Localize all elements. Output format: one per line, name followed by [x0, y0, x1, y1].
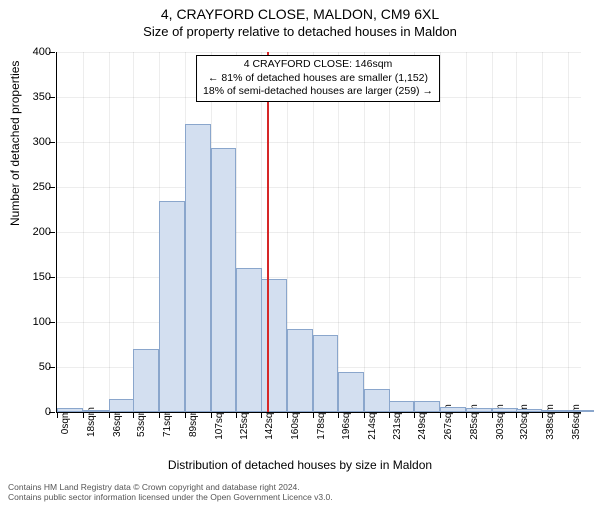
xtick — [287, 412, 288, 418]
gridline-h — [57, 187, 581, 188]
page-subtitle: Size of property relative to detached ho… — [0, 24, 600, 39]
histogram-bar — [159, 201, 185, 413]
xtick-label: 0sqm — [60, 410, 71, 434]
reference-line — [267, 52, 269, 412]
gridline-h — [57, 232, 581, 233]
histogram-bar — [364, 389, 390, 412]
histogram-bar — [568, 410, 594, 412]
chart-container: 4, CRAYFORD CLOSE, MALDON, CM9 6XL Size … — [0, 6, 600, 506]
annotation-line-1: 4 CRAYFORD CLOSE: 146sqm — [203, 58, 433, 72]
footer-line-1: Contains HM Land Registry data © Crown c… — [8, 482, 333, 492]
xtick — [516, 412, 517, 418]
histogram-bar — [133, 349, 159, 412]
footer-attribution: Contains HM Land Registry data © Crown c… — [8, 482, 333, 502]
histogram-bar — [466, 408, 492, 412]
gridline-h — [57, 322, 581, 323]
histogram-bar — [109, 399, 135, 412]
gridline-v — [389, 52, 390, 412]
histogram-bar — [261, 279, 287, 412]
histogram-bar — [313, 335, 339, 412]
xtick — [440, 412, 441, 418]
histogram-bar — [389, 401, 415, 412]
gridline-h — [57, 142, 581, 143]
ytick-label: 150 — [11, 271, 51, 283]
histogram-bar — [57, 408, 83, 413]
annotation-line-3: 18% of semi-detached houses are larger (… — [203, 85, 433, 99]
gridline-v — [338, 52, 339, 412]
gridline-v — [466, 52, 467, 412]
xtick — [185, 412, 186, 418]
annotation-box: 4 CRAYFORD CLOSE: 146sqm ← 81% of detach… — [196, 55, 440, 102]
histogram-bar — [236, 268, 262, 412]
histogram-bar — [542, 410, 568, 412]
xtick — [83, 412, 84, 418]
gridline-v — [364, 52, 365, 412]
ytick-label: 400 — [11, 46, 51, 58]
xtick — [466, 412, 467, 418]
xtick — [542, 412, 543, 418]
gridline-v — [568, 52, 569, 412]
histogram-bar — [414, 401, 440, 412]
histogram-bar — [516, 409, 542, 412]
page-title: 4, CRAYFORD CLOSE, MALDON, CM9 6XL — [0, 6, 600, 22]
x-axis-label: Distribution of detached houses by size … — [0, 458, 600, 472]
histogram-bar — [492, 408, 518, 412]
gridline-v — [83, 52, 84, 412]
xtick — [414, 412, 415, 418]
gridline-v — [414, 52, 415, 412]
xtick — [133, 412, 134, 418]
xtick — [568, 412, 569, 418]
gridline-h — [57, 52, 581, 53]
histogram-bar — [211, 148, 237, 412]
xtick — [492, 412, 493, 418]
histogram-bar — [440, 407, 466, 412]
ytick-label: 50 — [11, 361, 51, 373]
ytick-label: 100 — [11, 316, 51, 328]
gridline-v — [109, 52, 110, 412]
chart-area: 0501001502002503003504000sqm18sqm36sqm53… — [56, 52, 580, 412]
gridline-v — [542, 52, 543, 412]
ytick-label: 300 — [11, 136, 51, 148]
footer-line-2: Contains public sector information licen… — [8, 492, 333, 502]
xtick — [389, 412, 390, 418]
xtick — [236, 412, 237, 418]
xtick — [211, 412, 212, 418]
ytick-label: 0 — [11, 406, 51, 418]
xtick — [313, 412, 314, 418]
histogram-bar — [83, 410, 109, 412]
xtick — [364, 412, 365, 418]
ytick-label: 200 — [11, 226, 51, 238]
plot-region: 0501001502002503003504000sqm18sqm36sqm53… — [56, 52, 581, 413]
histogram-bar — [338, 372, 364, 412]
gridline-v — [516, 52, 517, 412]
xtick — [338, 412, 339, 418]
ytick-label: 250 — [11, 181, 51, 193]
gridline-v — [492, 52, 493, 412]
xtick — [261, 412, 262, 418]
xtick — [57, 412, 58, 418]
histogram-bar — [185, 124, 211, 412]
xtick — [109, 412, 110, 418]
gridline-v — [440, 52, 441, 412]
xtick — [159, 412, 160, 418]
ytick-label: 350 — [11, 91, 51, 103]
gridline-h — [57, 277, 581, 278]
annotation-line-2: ← 81% of detached houses are smaller (1,… — [203, 72, 433, 86]
histogram-bar — [287, 329, 313, 412]
